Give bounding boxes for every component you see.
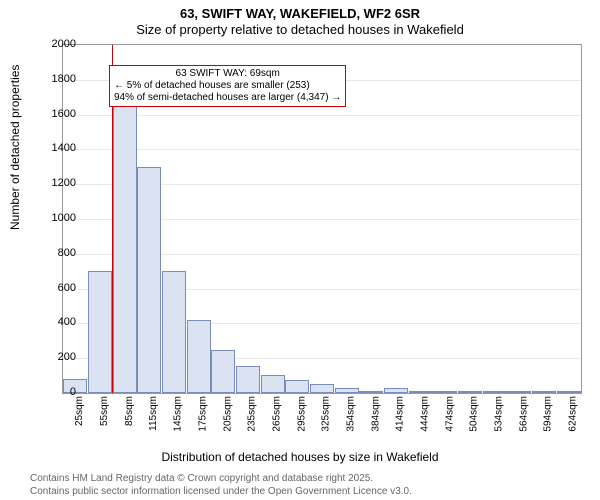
plot-area: 63 SWIFT WAY: 69sqm← 5% of detached hous… [62,44,582,394]
x-tick-label: 354sqm [346,396,357,432]
histogram-bar [236,366,260,393]
footer-copyright-1: Contains HM Land Registry data © Crown c… [30,473,373,484]
histogram-bar [359,391,383,393]
histogram-bar [187,320,211,393]
x-tick-label: 564sqm [518,396,529,432]
histogram-bar [261,375,285,393]
histogram-bar [458,391,482,393]
annotation-line: 94% of semi-detached houses are larger (… [114,92,341,104]
y-tick-label: 0 [36,386,76,398]
footer-copyright-2: Contains public sector information licen… [30,486,412,497]
annotation-box: 63 SWIFT WAY: 69sqm← 5% of detached hous… [109,65,346,107]
histogram-bar [285,380,309,393]
x-tick-label: 295sqm [296,396,307,432]
x-tick-label: 235sqm [247,396,258,432]
histogram-bar [557,391,581,393]
y-tick-label: 2000 [36,38,76,50]
chart-title-line2: Size of property relative to detached ho… [0,22,600,37]
histogram-bar [310,384,334,393]
x-tick-label: 25sqm [74,396,85,426]
x-tick-label: 534sqm [494,396,505,432]
x-tick-label: 175sqm [198,396,209,432]
histogram-bar [384,388,408,393]
histogram-bar [433,391,457,393]
histogram-bar [335,388,359,393]
y-tick-label: 200 [36,351,76,363]
x-tick-label: 85sqm [124,396,135,426]
y-tick-label: 1200 [36,177,76,189]
x-tick-label: 115sqm [148,396,159,431]
y-tick-label: 400 [36,316,76,328]
y-tick-label: 600 [36,282,76,294]
x-tick-label: 205sqm [222,396,233,432]
gridline [63,115,581,116]
x-tick-label: 145sqm [173,396,184,432]
histogram-bar [211,350,235,393]
histogram-bar [88,271,112,393]
annotation-line: 63 SWIFT WAY: 69sqm [114,68,341,80]
histogram-bar [137,167,161,393]
histogram-bar [532,391,556,393]
y-tick-label: 1000 [36,212,76,224]
gridline [63,149,581,150]
y-tick-label: 1600 [36,108,76,120]
x-tick-label: 504sqm [469,396,480,432]
histogram-bar [162,271,186,393]
x-tick-label: 444sqm [420,396,431,432]
y-axis-label: Number of detached properties [8,65,22,230]
histogram-bar [409,391,433,393]
y-tick-label: 1800 [36,73,76,85]
x-tick-label: 384sqm [370,396,381,432]
y-tick-label: 800 [36,247,76,259]
histogram-bar [113,102,137,393]
x-tick-label: 325sqm [321,396,332,432]
y-tick-label: 1400 [36,142,76,154]
x-tick-label: 55sqm [99,396,110,426]
x-tick-label: 474sqm [444,396,455,432]
x-tick-label: 265sqm [272,396,283,432]
x-tick-label: 414sqm [395,396,406,432]
annotation-line: ← 5% of detached houses are smaller (253… [114,80,341,92]
x-axis-label: Distribution of detached houses by size … [0,450,600,464]
x-tick-label: 624sqm [568,396,579,432]
x-tick-label: 594sqm [543,396,554,432]
histogram-bar [507,391,531,393]
histogram-bar [483,391,507,393]
chart-title-line1: 63, SWIFT WAY, WAKEFIELD, WF2 6SR [0,6,600,21]
